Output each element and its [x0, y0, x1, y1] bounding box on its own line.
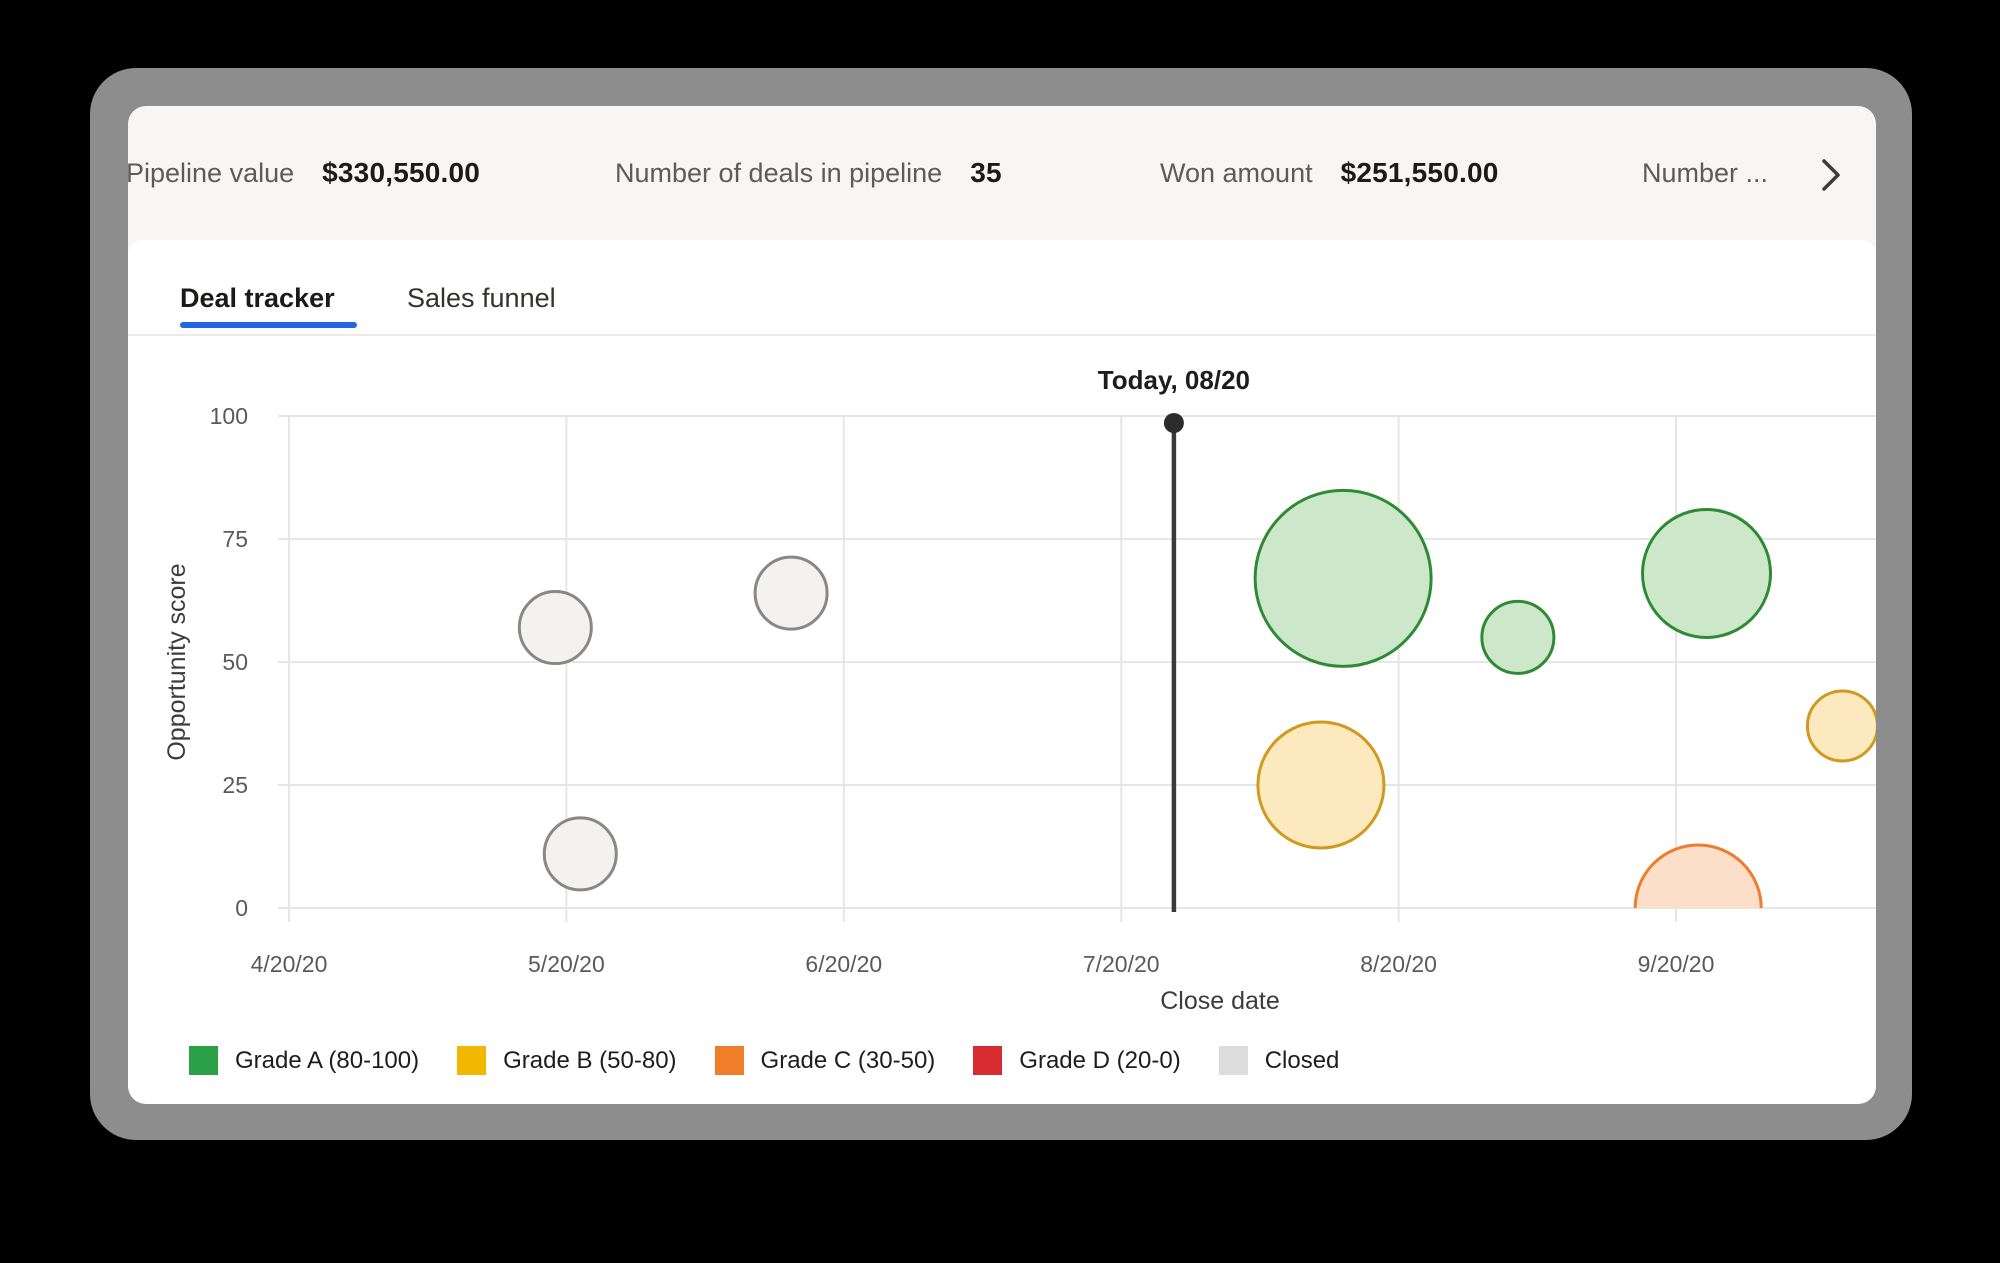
x-tick-label: 6/20/20 — [805, 951, 882, 977]
legend-label: Grade B (50-80) — [503, 1046, 677, 1074]
y-tick-label: 0 — [235, 895, 248, 921]
stat-won-amount: Won amount $251,550.00 — [1160, 106, 1499, 240]
legend-label: Grade C (30-50) — [760, 1046, 936, 1074]
active-tab-indicator — [180, 322, 357, 328]
stat-label: Number of deals in pipeline — [615, 157, 943, 188]
deal-bubble-grade-a[interactable] — [1253, 488, 1433, 668]
stats-overflow-button[interactable] — [1808, 153, 1852, 197]
legend-item: Grade B (50-80) — [457, 1046, 677, 1075]
stat-label: Pipeline value — [128, 157, 295, 188]
content-panel — [128, 240, 1876, 1104]
y-tick-label: 75 — [222, 526, 248, 552]
deal-bubble-grade-c[interactable] — [1633, 843, 1763, 971]
stat-deals-in-pipeline: Number of deals in pipeline 35 — [615, 106, 1002, 240]
kpi-stats-bar: Pipeline value $330,550.00 Number of dea… — [128, 106, 1876, 240]
stat-value: $251,550.00 — [1340, 157, 1499, 188]
stat-truncated: Number ... — [1642, 106, 1768, 240]
y-axis-title: Opportunity score — [163, 563, 191, 760]
deal-bubble-grade-closed[interactable] — [542, 816, 618, 892]
deal-bubble-grade-closed[interactable] — [753, 555, 829, 631]
legend-item: Grade D (20-0) — [973, 1046, 1181, 1075]
legend-swatch-icon — [973, 1046, 1003, 1075]
bubbles-group — [517, 488, 1876, 971]
legend-item: Grade A (80-100) — [189, 1046, 419, 1075]
tabs-divider — [128, 334, 1876, 336]
legend-label: Grade D (20-0) — [1019, 1046, 1181, 1074]
legend-label: Closed — [1264, 1046, 1340, 1074]
x-tick-label: 8/20/20 — [1360, 951, 1437, 977]
legend-swatch-icon — [189, 1046, 218, 1075]
x-axis-title: Close date — [1160, 987, 1280, 1015]
stat-label: Won amount — [1160, 157, 1313, 188]
deal-bubble-grade-a[interactable] — [1641, 507, 1773, 639]
today-marker-dot — [1163, 413, 1184, 433]
chart-legend: Grade A (80-100) Grade B (50-80) Grade C (… — [189, 1046, 1339, 1075]
deal-bubble-grade-a[interactable] — [1480, 599, 1556, 675]
tab-sales-funnel[interactable]: Sales funnel — [407, 283, 556, 313]
legend-item: Grade C (30-50) — [714, 1046, 936, 1075]
x-tick-label: 5/20/20 — [528, 951, 605, 977]
y-tick-label: 100 — [210, 403, 248, 429]
stat-value: 35 — [970, 157, 1002, 188]
deal-tracker-chart: 0 25 50 75 100 4/20/20 5/20/20 6/20/20 7/20/20 8/… — [163, 365, 1876, 1015]
x-tick-label: 4/20/20 — [251, 951, 328, 977]
legend-swatch-icon — [457, 1046, 487, 1075]
y-tick-label: 25 — [222, 772, 248, 798]
y-tick-label: 50 — [222, 649, 248, 675]
stat-label: Number ... — [1642, 157, 1769, 188]
legend-swatch-icon — [1218, 1046, 1248, 1075]
legend-swatch-icon — [714, 1046, 744, 1075]
legend-label: Grade A (80-100) — [235, 1046, 420, 1074]
dashboard-card: Pipeline value $330,550.00 Number of dea… — [128, 106, 1876, 1104]
chevron-right-icon — [1822, 159, 1840, 191]
stat-value: $330,550.00 — [322, 157, 481, 188]
legend-item: Closed — [1218, 1046, 1340, 1075]
today-label: Today, 08/20 — [1098, 365, 1250, 395]
x-tick-label: 7/20/20 — [1083, 951, 1160, 977]
x-tick-label: 9/20/20 — [1638, 951, 1715, 977]
deal-bubble-grade-closed[interactable] — [517, 590, 593, 666]
stat-pipeline-value: Pipeline value $330,550.00 — [128, 106, 480, 240]
tab-deal-tracker[interactable]: Deal tracker — [180, 283, 335, 313]
deal-bubble-grade-b[interactable] — [1256, 720, 1386, 850]
deal-bubble-grade-b[interactable] — [1805, 689, 1876, 763]
